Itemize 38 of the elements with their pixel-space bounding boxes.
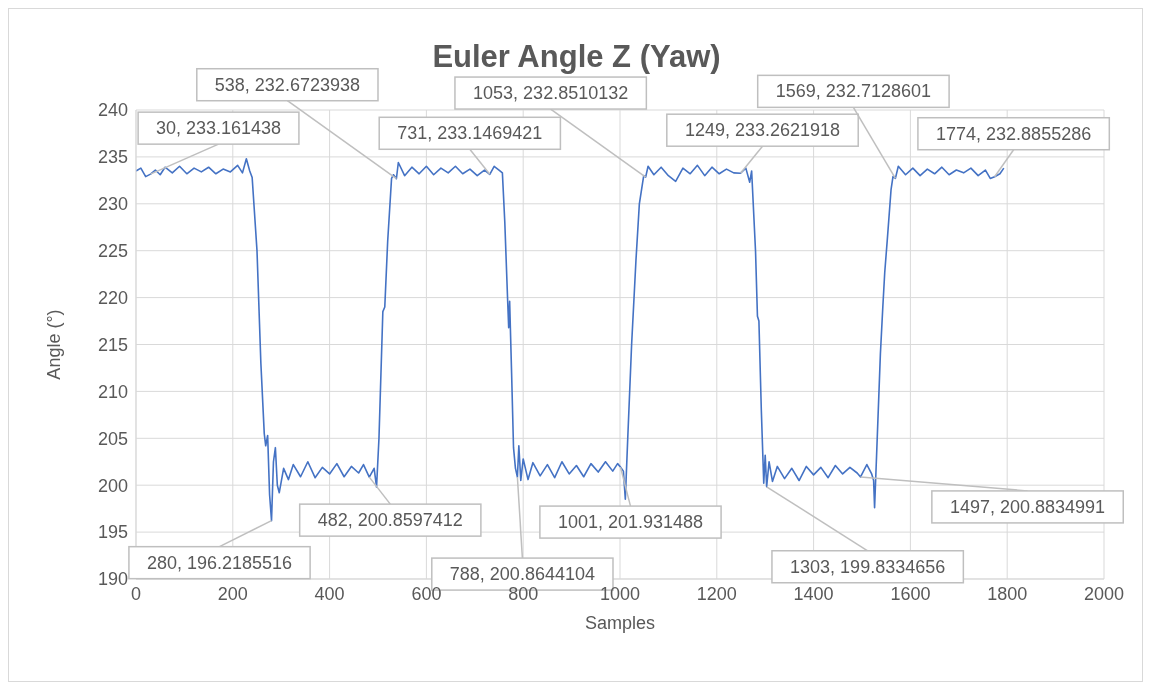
x-axis-title: Samples: [584, 613, 656, 633]
y-tick-label: 195: [97, 522, 128, 543]
annotation: 1249, 233.2621918: [684, 120, 841, 141]
annotation: 1774, 232.8855286: [936, 123, 1092, 144]
annotation: 30, 233.161438: [155, 118, 282, 139]
annotation: 788, 200.8644104: [449, 564, 595, 585]
x-tick-label: 400: [314, 583, 345, 604]
y-tick-label: 205: [97, 428, 128, 449]
x-tick-label: 1600: [890, 583, 931, 604]
x-tick-label: 1800: [987, 583, 1028, 604]
y-tick-label: 240: [97, 100, 128, 121]
annotation: 538, 232.6723938: [214, 74, 360, 95]
annotation: 1569, 232.7128601: [775, 81, 931, 102]
x-tick-label: 800: [508, 583, 539, 604]
y-tick-label: 190: [97, 569, 128, 590]
annotation: 280, 196.2185516: [146, 552, 293, 573]
x-tick-label: 200: [217, 583, 248, 604]
annotation: 1497, 200.8834991: [949, 496, 1106, 517]
y-tick-label: 210: [97, 381, 128, 402]
chart-title: Euler Angle Z (Yaw): [431, 39, 722, 75]
y-tick-label: 235: [97, 147, 128, 168]
y-tick-label: 200: [97, 475, 128, 496]
y-axis-title: Angle (°): [44, 309, 65, 380]
y-tick-label: 220: [97, 287, 128, 308]
x-tick-label: 1000: [599, 583, 641, 604]
annotation: 731, 233.1469421: [397, 123, 543, 144]
x-tick-label: 0: [130, 583, 142, 604]
annotation: 1053, 232.8510132: [473, 83, 629, 104]
x-tick-label: 600: [411, 583, 442, 604]
y-tick-label: 215: [97, 334, 128, 355]
y-tick-label: 225: [97, 241, 128, 262]
annotation: 482, 200.8597412: [317, 510, 463, 531]
x-tick-label: 2000: [1083, 583, 1125, 604]
x-tick-label: 1200: [696, 583, 737, 604]
y-tick-label: 230: [97, 194, 128, 215]
x-tick-label: 1400: [793, 583, 834, 604]
annotation: 1303, 199.8334656: [790, 556, 946, 577]
annotation: 1001, 201.931488: [557, 512, 704, 533]
